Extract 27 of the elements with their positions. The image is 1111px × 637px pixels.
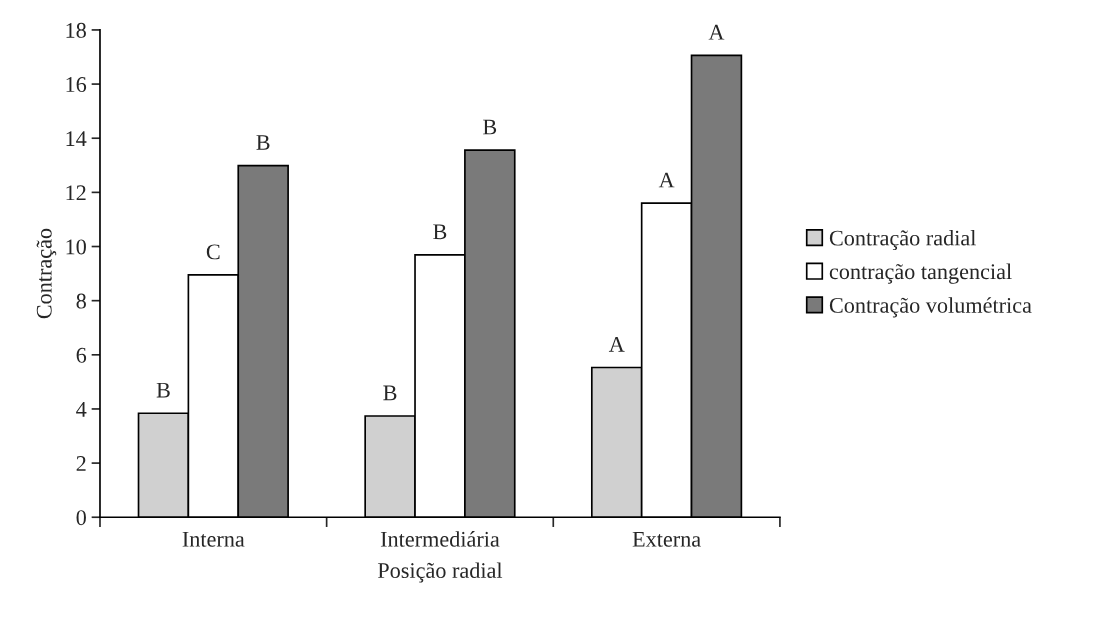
data-label: B [156,382,170,398]
x-tick-label: Interna [182,532,245,547]
data-label: B [483,119,497,135]
y-tick-label: 12 [66,185,86,201]
x-tick-label: Externa [632,532,701,547]
y-tick-label: 16 [66,77,87,93]
x-tick-label: Intermediária [380,531,500,547]
y-tick-label: 6 [76,347,87,363]
data-label: B [433,224,447,240]
x-axis-title: Posição radial [377,562,503,583]
y-tick-label: 10 [66,239,86,255]
legend-label: Contração radial [829,229,976,251]
data-label: B [256,135,270,150]
data-label: C [206,244,220,260]
y-tick-label: 18 [66,22,86,38]
legend-label: Contração volumétrica [829,297,1032,318]
y-tick-label: 8 [76,293,86,309]
data-label: B [383,385,397,401]
y-tick-label: 4 [76,402,87,417]
y-axis-title: Contração [36,228,57,319]
data-label: A [658,172,675,188]
legend-label: contração tangencial [829,263,1012,284]
y-tick-label: 14 [66,131,87,146]
data-label: A [708,24,725,40]
data-label: A [608,337,625,352]
y-tick-label: 0 [76,510,86,526]
y-tick-label: 2 [76,456,86,471]
